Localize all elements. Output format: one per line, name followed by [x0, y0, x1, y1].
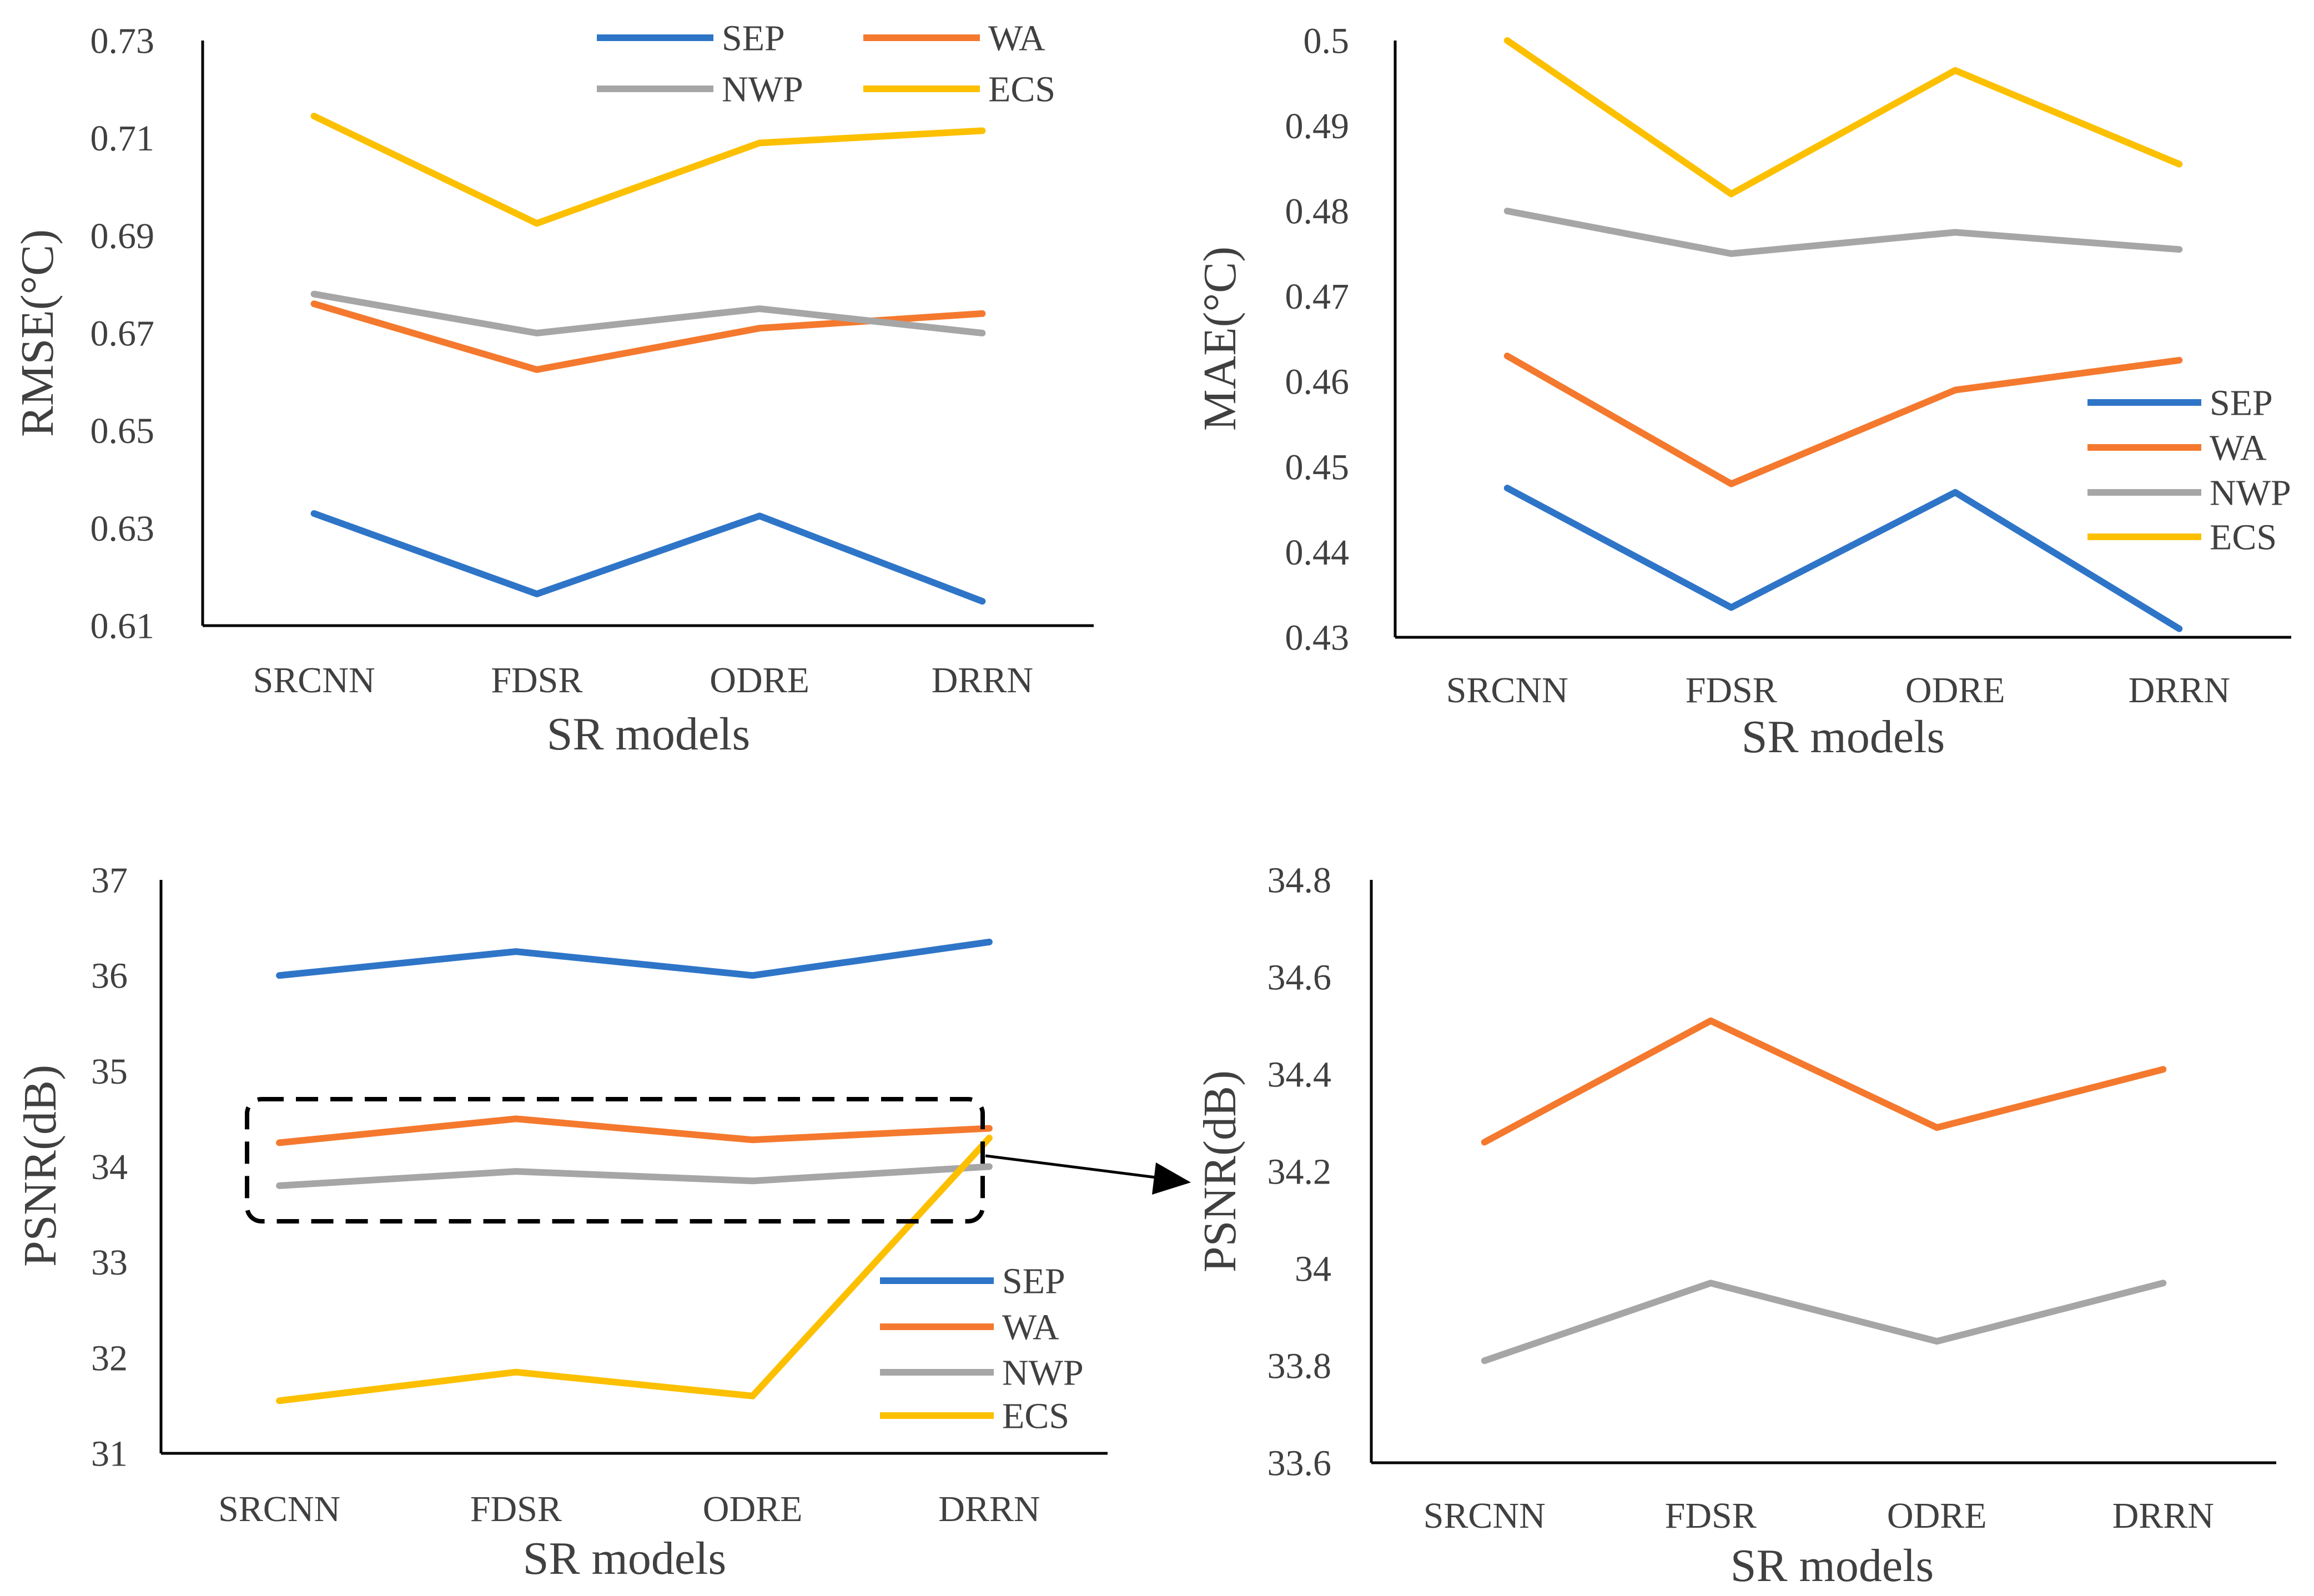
series-line-wa	[1503, 353, 2183, 487]
y-tick-label: 0.71	[90, 118, 155, 159]
series-line-sep	[276, 938, 993, 979]
series-line-ecs	[276, 1134, 993, 1404]
x-tick-label: DRRN	[932, 660, 1033, 701]
series-line-sep	[310, 510, 986, 605]
psnr-chart-panel: 31 32 33 34 35 36 37 SRCNN FDSR ODRE DRRN SR models…	[14, 860, 1108, 1584]
y-tick-label: 37	[91, 860, 128, 900]
x-tick-label: DRRN	[2129, 670, 2230, 711]
y-tick-label: 34.6	[1267, 957, 1332, 998]
series-line-nwp	[310, 290, 986, 336]
x-tick-label: FDSR	[470, 1489, 562, 1529]
y-tick-label: 0.49	[1285, 106, 1350, 147]
x-tick-label: SRCNN	[253, 660, 375, 701]
x-tick-label: SRCNN	[1446, 670, 1568, 711]
x-tick-label: ODRE	[710, 660, 809, 701]
legend-label-ecs: ECS	[988, 69, 1055, 109]
legend-label-ecs: ECS	[2210, 517, 2277, 557]
series-line-ecs	[310, 113, 986, 227]
y-tick-label: 34.2	[1267, 1151, 1332, 1192]
legend-label-nwp: NWP	[1002, 1352, 1084, 1393]
y-tick-label: 0.65	[90, 411, 155, 451]
y-tick-label: 0.47	[1285, 276, 1350, 317]
legend-label-wa: WA	[988, 18, 1045, 58]
zoom-region-box	[245, 1097, 985, 1224]
legend-label-nwp: NWP	[2210, 472, 2291, 513]
psnr-zoom-chart-panel: 33.6 33.8 34 34.2 34.4 34.6 34.8 SRCNN FDSR ODRE D…	[1194, 860, 2276, 1592]
y-tick-label: 34	[91, 1147, 128, 1187]
x-tick-label: ODRE	[703, 1489, 803, 1529]
y-tick-label: 0.44	[1285, 532, 1350, 573]
y-tick-label: 0.48	[1285, 192, 1350, 232]
series-line-wa	[1481, 1017, 2167, 1146]
y-tick-label: 0.67	[90, 313, 155, 354]
legend-label-sep: SEP	[2210, 382, 2273, 423]
y-tick-label: 0.5	[1304, 21, 1350, 61]
series-line-nwp	[1503, 208, 2183, 257]
y-tick-label: 0.46	[1285, 362, 1350, 402]
x-tick-label: SRCNN	[1423, 1496, 1546, 1536]
y-tick-label: 35	[91, 1051, 128, 1092]
y-tick-label: 36	[91, 956, 128, 996]
y-tick-label: 33	[91, 1242, 128, 1283]
y-tick-label: 0.73	[90, 21, 155, 61]
x-axis-title: SR models	[1742, 711, 1945, 763]
y-axis-title: MAE(°C)	[1194, 246, 1246, 431]
y-tick-label: 32	[91, 1338, 128, 1378]
mae-chart-panel: 0.43 0.44 0.45 0.46 0.47 0.48 0.49 0.5 SRCNN FDSR…	[1194, 21, 2291, 763]
x-axis-title: SR models	[547, 708, 750, 760]
zoom-arrow-head	[1152, 1162, 1191, 1195]
legend-label-sep: SEP	[1002, 1261, 1065, 1301]
legend-label-wa: WA	[1002, 1307, 1059, 1347]
y-tick-label: 0.61	[90, 606, 155, 646]
x-tick-label: ODRE	[1887, 1496, 1987, 1536]
x-tick-label: DRRN	[2112, 1496, 2214, 1536]
legend-label-sep: SEP	[722, 18, 785, 58]
y-tick-label: 33.6	[1267, 1443, 1332, 1483]
x-tick-label: ODRE	[1905, 670, 2005, 711]
y-tick-label: 0.45	[1285, 447, 1350, 487]
series-line-sep	[1503, 485, 2183, 632]
y-tick-label: 0.43	[1285, 617, 1350, 658]
series-line-ecs	[1503, 37, 2183, 198]
legend-label-wa: WA	[2210, 427, 2267, 468]
zoom-arrow-line	[985, 1154, 1161, 1180]
y-tick-label: 33.8	[1267, 1346, 1332, 1386]
x-axis-title: SR models	[1731, 1540, 1934, 1592]
y-tick-label: 0.69	[90, 216, 155, 256]
y-axis-title: PSNR(dB)	[14, 1065, 66, 1267]
rmse-chart-panel: 0.61 0.63 0.65 0.67 0.69 0.71 0.73 SRCNN FDSR ODR…	[12, 18, 1094, 760]
legend-label-ecs: ECS	[1002, 1396, 1069, 1436]
x-axis-title: SR models	[523, 1533, 726, 1584]
y-axis-title: PSNR(dB)	[1194, 1070, 1246, 1272]
y-tick-label: 34.8	[1267, 860, 1332, 900]
y-axis-title: RMSE(°C)	[12, 229, 63, 437]
x-tick-label: FDSR	[1665, 1496, 1757, 1536]
series-line-nwp	[276, 1163, 993, 1189]
x-tick-label: FDSR	[1686, 670, 1777, 711]
y-tick-label: 31	[91, 1433, 128, 1474]
x-tick-label: DRRN	[938, 1489, 1040, 1529]
y-tick-label: 34.4	[1267, 1054, 1332, 1095]
legend-label-nwp: NWP	[722, 69, 803, 109]
x-tick-label: SRCNN	[218, 1489, 340, 1529]
series-line-nwp	[1481, 1280, 2167, 1365]
series-line-wa	[276, 1115, 993, 1146]
y-tick-label: 34	[1295, 1248, 1331, 1289]
y-tick-label: 0.63	[90, 508, 155, 549]
x-tick-label: FDSR	[491, 660, 582, 701]
